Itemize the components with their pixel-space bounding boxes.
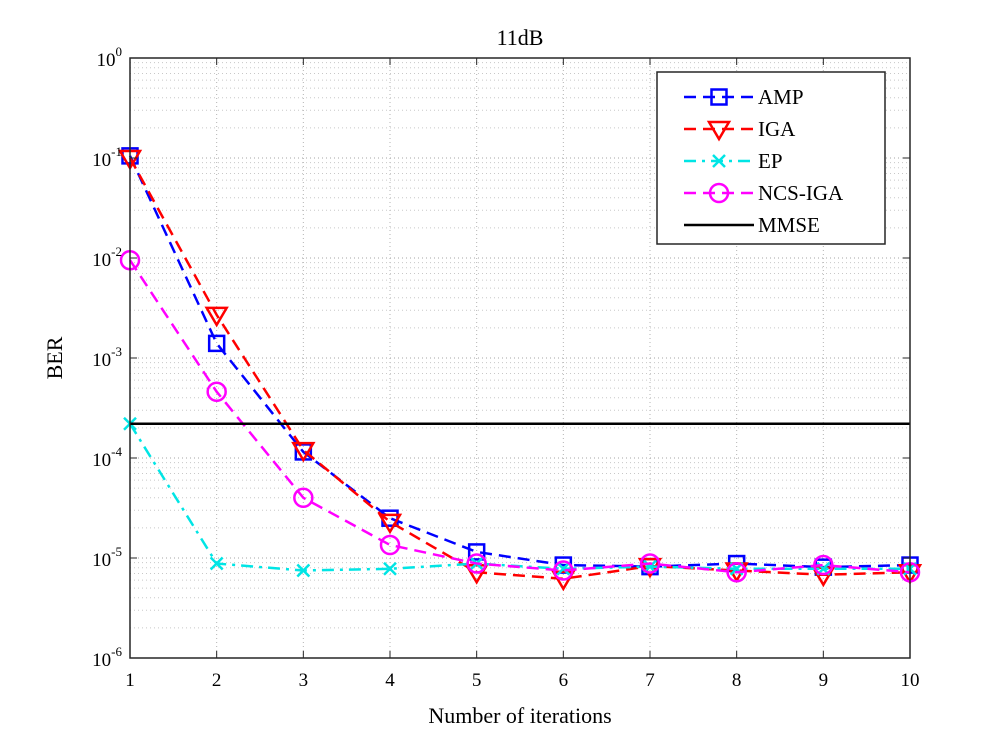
data-point-iga xyxy=(204,306,229,328)
data-point-ep-stroke xyxy=(556,561,571,576)
y-tick-label: 10-4 xyxy=(92,444,122,471)
data-point-ncs-iga xyxy=(553,560,574,581)
x-tick-label: 3 xyxy=(299,670,309,691)
data-point-ep xyxy=(383,561,397,576)
data-point-ncs-iga xyxy=(726,562,747,583)
y-tick-label: 10-6 xyxy=(92,644,122,671)
legend-label-mmse: MMSE xyxy=(758,213,820,237)
data-point-ncs-iga xyxy=(293,487,314,509)
series-line-iga xyxy=(128,157,911,581)
series-line-ncs-iga xyxy=(128,259,911,574)
data-point-ncs-iga xyxy=(813,554,834,576)
y-tick-label: 10-5 xyxy=(92,544,122,571)
data-point-ep-stroke xyxy=(296,563,311,578)
data-point-ep-stroke xyxy=(209,556,224,571)
series-line-ep xyxy=(128,423,910,572)
x-axis-label: Number of iterations xyxy=(428,703,611,728)
data-point-ep xyxy=(209,556,224,571)
y-tick-label: 10-1 xyxy=(92,144,122,171)
data-point-ncs-iga xyxy=(466,553,487,574)
data-point-amp xyxy=(207,334,226,353)
axis-ticks: 1 2 3 4 5 6 7 8 9 10 10-6 10-5 10-4 10-3 10-2 10-1 100 xyxy=(92,44,919,691)
series-line-amp xyxy=(128,155,911,569)
data-point-ep xyxy=(296,563,311,578)
chart-title: 11dB xyxy=(497,25,544,50)
data-point-ncs-iga xyxy=(639,553,661,574)
legend-label-ep: EP xyxy=(758,149,783,173)
x-tick-label: 4 xyxy=(385,670,395,691)
legend-marker-ep xyxy=(712,154,726,168)
data-point-ncs-iga xyxy=(206,381,227,402)
x-tick-label: 6 xyxy=(559,670,569,691)
x-tick-label: 8 xyxy=(732,670,742,691)
data-point-iga xyxy=(377,513,403,535)
series-group xyxy=(117,147,923,592)
data-point-iga xyxy=(551,570,576,592)
legend-marker-ep-stroke xyxy=(712,154,726,168)
x-tick-label: 7 xyxy=(645,670,655,691)
legend-marker-amp xyxy=(710,88,728,106)
data-point-ep xyxy=(556,561,571,576)
x-tick-label: 5 xyxy=(472,670,482,691)
y-tick-label: 10-2 xyxy=(92,244,122,271)
x-tick-label: 10 xyxy=(901,670,920,691)
data-point-iga xyxy=(291,441,316,463)
legend: AMP IGA EP NCS-IGA MMSE xyxy=(656,71,886,245)
legend-box xyxy=(656,71,886,245)
legend-label-iga: IGA xyxy=(758,117,796,141)
y-axis-label: BER xyxy=(42,336,67,379)
legend-label-ncs-iga: NCS-IGA xyxy=(758,181,844,205)
y-tick-label: 10-3 xyxy=(92,344,122,371)
legend-marker-iga xyxy=(706,120,732,142)
y-tick-label: 100 xyxy=(97,44,123,71)
legend-label-amp: AMP xyxy=(758,85,804,109)
x-tick-label: 1 xyxy=(125,670,135,691)
data-point-ncs-iga xyxy=(379,534,401,556)
x-tick-label: 2 xyxy=(212,670,222,691)
legend-marker-ncs-iga xyxy=(708,182,730,204)
x-tick-label: 9 xyxy=(819,670,829,691)
data-point-ep-stroke xyxy=(383,561,397,576)
data-point-amp xyxy=(467,543,486,561)
